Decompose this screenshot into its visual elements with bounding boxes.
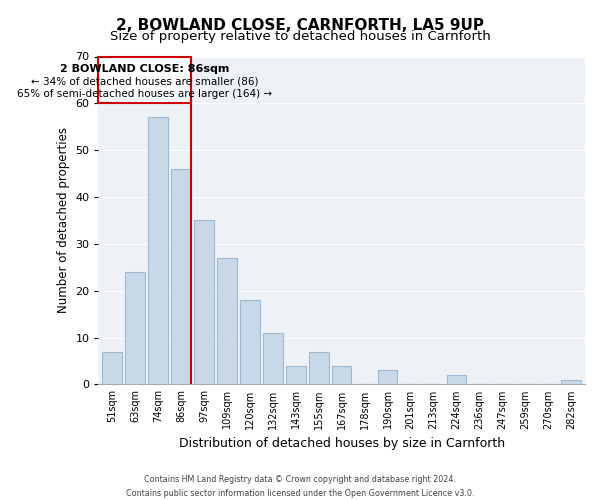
Text: Contains HM Land Registry data © Crown copyright and database right 2024.
Contai: Contains HM Land Registry data © Crown c… [126,476,474,498]
Text: ← 34% of detached houses are smaller (86): ← 34% of detached houses are smaller (86… [31,76,259,86]
Text: 2 BOWLAND CLOSE: 86sqm: 2 BOWLAND CLOSE: 86sqm [60,64,229,74]
Bar [332,366,352,384]
Bar [263,333,283,384]
X-axis label: Distribution of detached houses by size in Carnforth: Distribution of detached houses by size … [179,437,505,450]
Bar [148,118,168,384]
Bar [240,300,260,384]
Bar [98,56,191,104]
Bar [286,366,305,384]
Bar [378,370,397,384]
Text: 65% of semi-detached houses are larger (164) →: 65% of semi-detached houses are larger (… [17,90,272,100]
Bar [562,380,581,384]
Bar [217,258,237,384]
Bar [309,352,329,384]
Text: Size of property relative to detached houses in Carnforth: Size of property relative to detached ho… [110,30,490,43]
Y-axis label: Number of detached properties: Number of detached properties [57,128,70,314]
Bar [447,375,466,384]
Bar [103,352,122,384]
Bar [125,272,145,384]
Bar [171,169,191,384]
Text: 2, BOWLAND CLOSE, CARNFORTH, LA5 9UP: 2, BOWLAND CLOSE, CARNFORTH, LA5 9UP [116,18,484,32]
Bar [194,220,214,384]
